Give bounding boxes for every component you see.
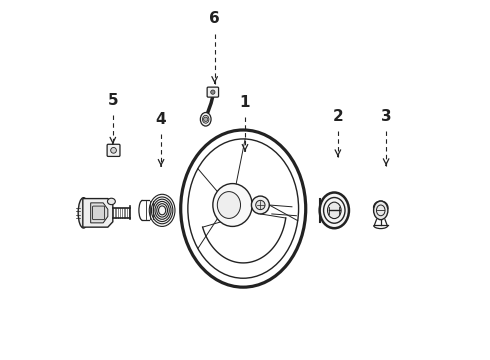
Ellipse shape [200, 112, 211, 126]
Ellipse shape [149, 194, 175, 226]
Ellipse shape [373, 201, 388, 214]
Ellipse shape [319, 193, 349, 228]
Polygon shape [83, 199, 113, 227]
Ellipse shape [327, 202, 341, 219]
Ellipse shape [213, 184, 252, 226]
Text: 6: 6 [209, 11, 220, 26]
Ellipse shape [202, 115, 209, 123]
FancyBboxPatch shape [93, 206, 104, 220]
Ellipse shape [218, 192, 241, 219]
Circle shape [211, 90, 215, 94]
Text: 4: 4 [156, 112, 167, 127]
Text: 3: 3 [381, 109, 392, 124]
Text: 1: 1 [240, 95, 250, 110]
Text: 5: 5 [107, 93, 118, 108]
Circle shape [111, 148, 117, 153]
FancyBboxPatch shape [107, 144, 120, 157]
Text: 2: 2 [333, 109, 343, 124]
Ellipse shape [107, 198, 115, 204]
Circle shape [256, 201, 265, 210]
Ellipse shape [78, 198, 89, 228]
Polygon shape [91, 203, 108, 223]
Circle shape [203, 117, 208, 121]
FancyBboxPatch shape [207, 87, 219, 97]
Circle shape [251, 196, 270, 214]
Ellipse shape [373, 201, 388, 220]
